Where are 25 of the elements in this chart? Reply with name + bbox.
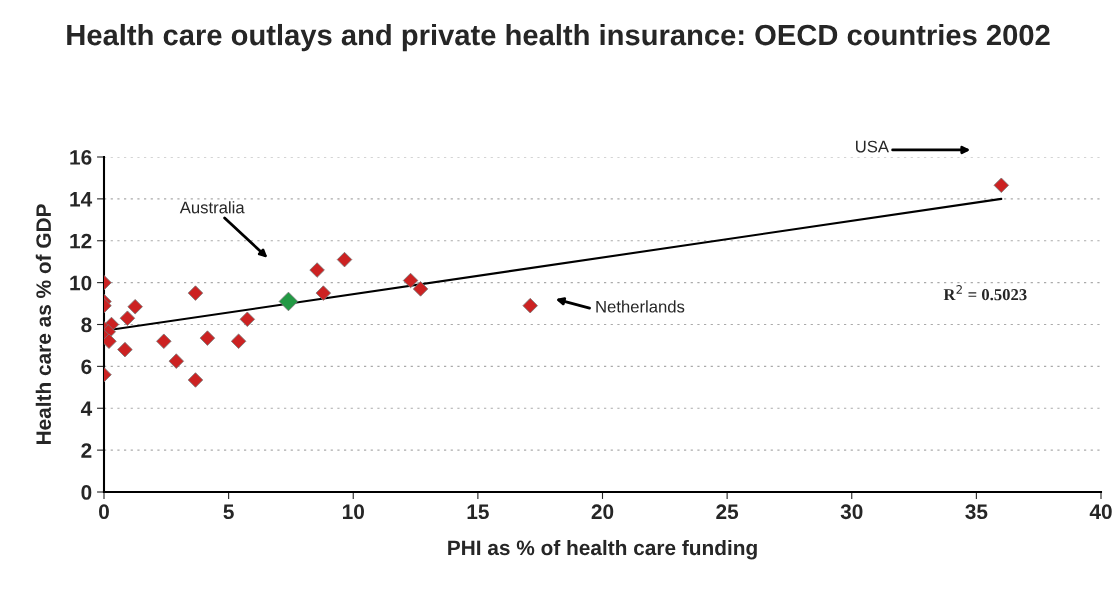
y-tick-label: 6 xyxy=(81,359,92,375)
y-tick-label: 8 xyxy=(81,317,92,333)
x-tick-label: 0 xyxy=(99,504,109,520)
x-tick-label: 20 xyxy=(591,504,614,520)
x-axis-title: PHI as % of health care funding xyxy=(448,539,757,560)
x-tick-label: 5 xyxy=(223,504,234,520)
x-tick-label: 10 xyxy=(342,504,364,520)
x-tick-label: 40 xyxy=(1089,504,1112,520)
y-tick-label: 0 xyxy=(81,485,92,500)
y-tick-label: 10 xyxy=(70,275,92,291)
y-tick-label: 12 xyxy=(70,233,92,249)
x-tick-label: 15 xyxy=(467,504,489,520)
annotation: Netherlands xyxy=(596,300,685,313)
x-tick-label: 30 xyxy=(840,504,863,520)
text: USA xyxy=(856,140,889,153)
y-tick-label: 2 xyxy=(81,443,92,458)
annotation: Australia xyxy=(179,201,245,214)
y-tick-label: 4 xyxy=(80,401,93,416)
annotation: R$^{2}$ = 0.5023 xyxy=(943,285,1027,301)
x-tick-label: 25 xyxy=(716,504,739,520)
y-axis-title: Health care as % of GDP xyxy=(35,204,52,445)
y-tick-label: 16 xyxy=(70,150,92,165)
y-tick-label: 14 xyxy=(70,192,93,207)
chart-title: Health care outlays and private health insurance: OECD countries 2002 xyxy=(67,23,1050,52)
x-tick-label: 35 xyxy=(965,504,988,520)
